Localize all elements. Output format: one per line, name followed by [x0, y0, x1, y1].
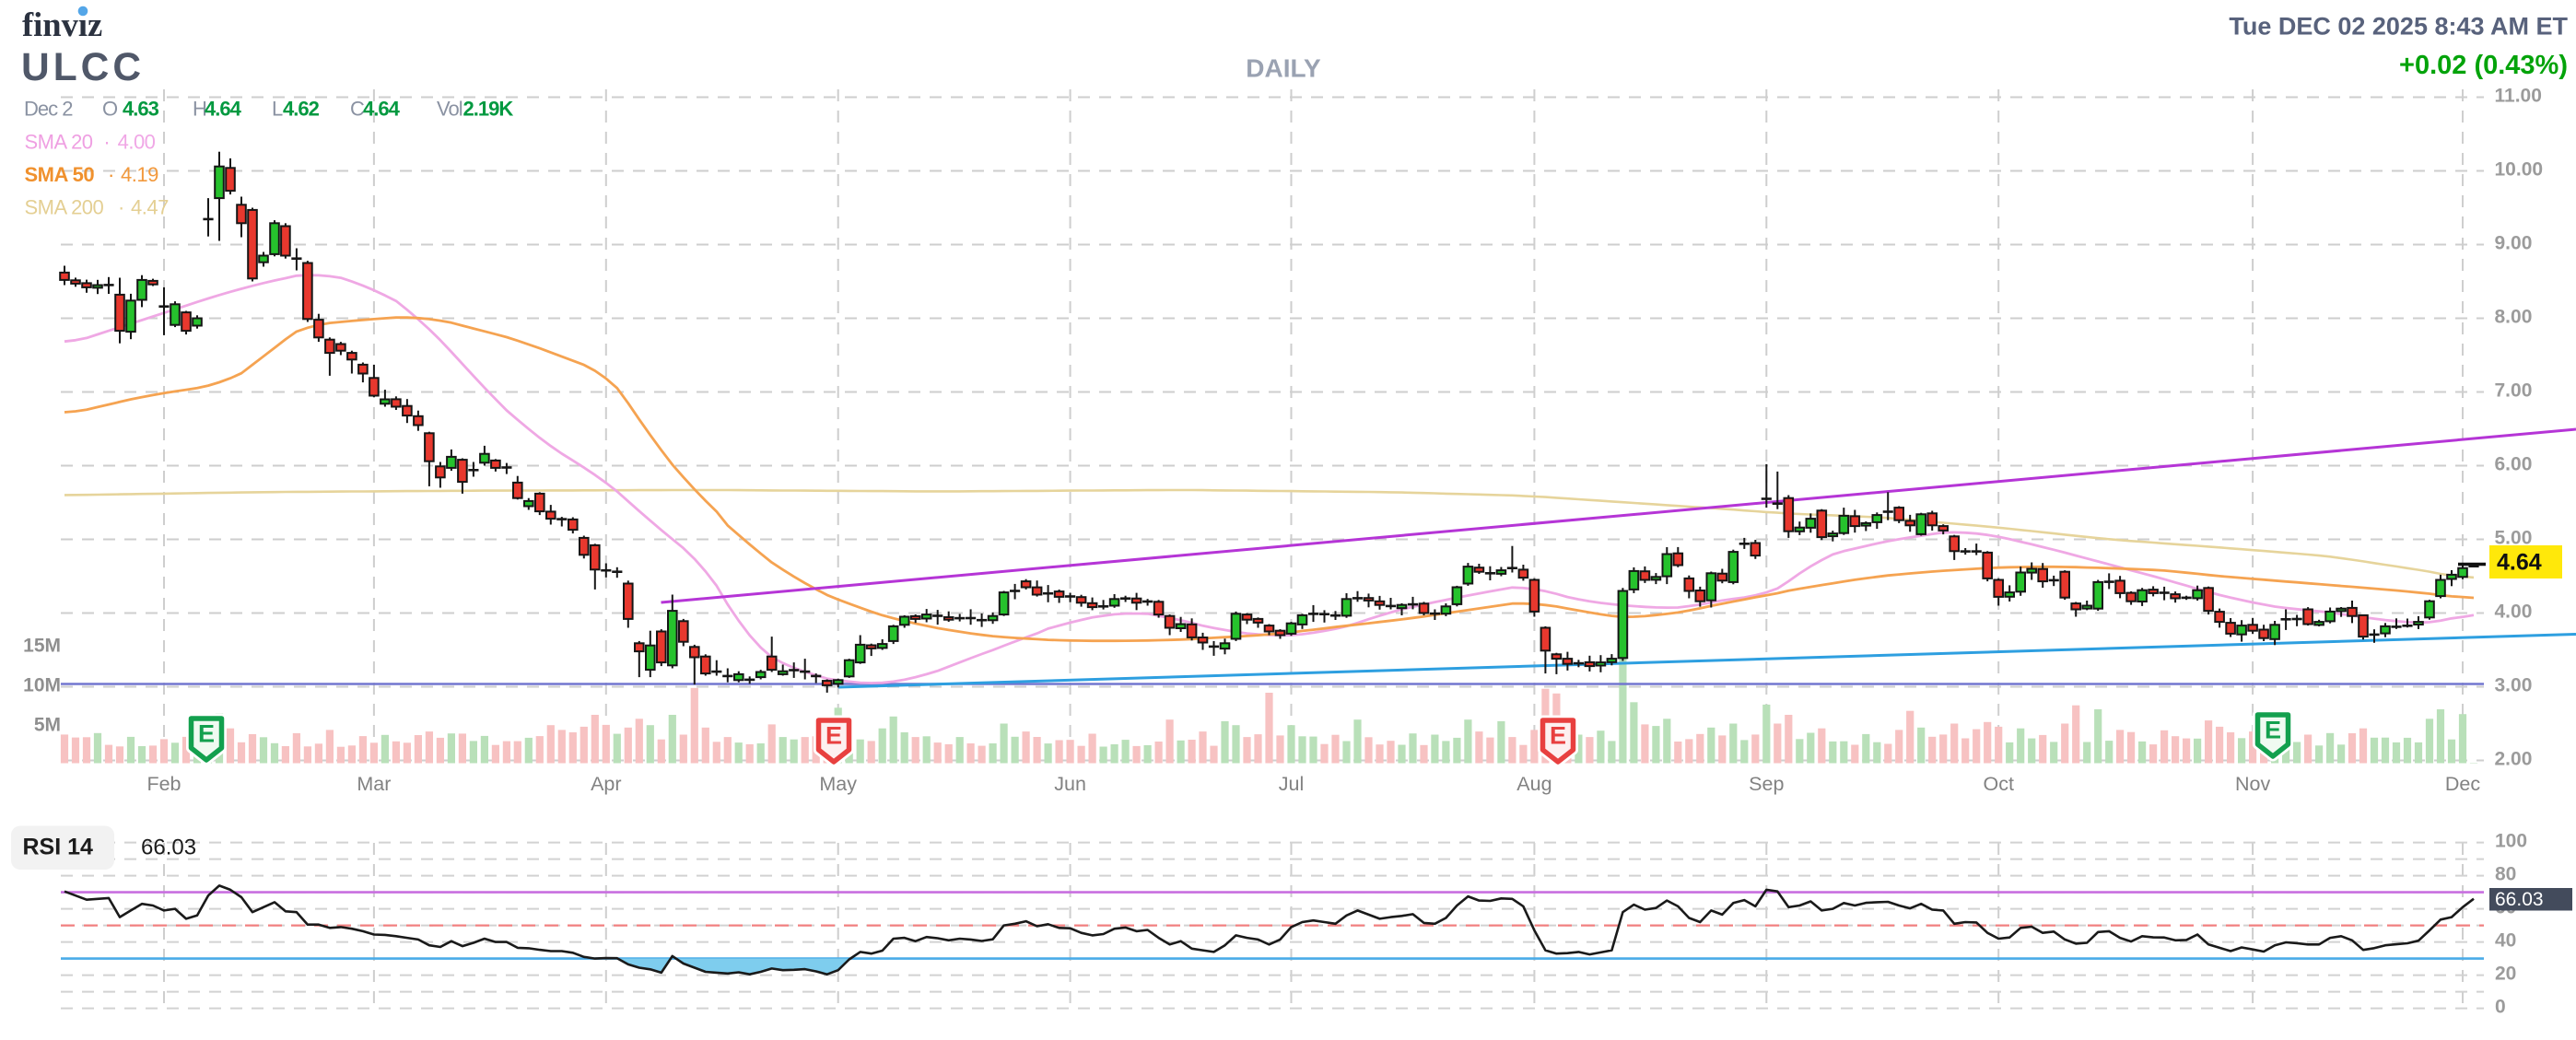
svg-text:4.19: 4.19 [121, 163, 158, 186]
svg-text:ULCC: ULCC [21, 46, 145, 89]
svg-text:40: 40 [2495, 930, 2516, 952]
svg-text:Tue DEC 02 2025 8:43 AM ET: Tue DEC 02 2025 8:43 AM ET [2229, 13, 2568, 41]
svg-text:E: E [1550, 722, 1566, 750]
svg-text:DAILY: DAILY [1246, 54, 1321, 83]
svg-text:+0.02 (0.43%): +0.02 (0.43%) [2399, 51, 2568, 80]
svg-text:E: E [825, 722, 842, 750]
svg-text:4.64: 4.64 [363, 98, 401, 121]
svg-text:4.00: 4.00 [2495, 602, 2533, 623]
svg-text:4.64: 4.64 [205, 98, 242, 121]
svg-text:4.47: 4.47 [131, 196, 169, 219]
svg-text:4.63: 4.63 [123, 98, 159, 121]
svg-text:Aug: Aug [1516, 773, 1551, 795]
svg-text:7.00: 7.00 [2495, 380, 2533, 402]
svg-text:4.64: 4.64 [2497, 550, 2542, 576]
svg-text:L: L [272, 98, 283, 121]
svg-text:Vol: Vol [437, 98, 463, 121]
svg-text:O: O [102, 98, 118, 121]
svg-text:10.00: 10.00 [2495, 159, 2544, 181]
svg-text:11.00: 11.00 [2495, 86, 2542, 107]
svg-text:66.03: 66.03 [2495, 889, 2544, 910]
svg-text:20: 20 [2495, 964, 2516, 985]
svg-text:Apr: Apr [591, 773, 621, 795]
svg-text:finviz: finviz [22, 6, 102, 43]
svg-text:·: · [118, 196, 124, 219]
svg-text:15M: 15M [23, 636, 61, 657]
svg-text:3.00: 3.00 [2495, 675, 2533, 696]
svg-text:8.00: 8.00 [2495, 307, 2533, 328]
svg-text:Jun: Jun [1054, 773, 1086, 795]
svg-text:4.62: 4.62 [283, 98, 320, 121]
svg-text:Nov: Nov [2235, 773, 2270, 795]
svg-text:80: 80 [2495, 864, 2516, 885]
svg-text:5M: 5M [34, 715, 61, 736]
svg-text:6.00: 6.00 [2495, 454, 2533, 475]
svg-text:Oct: Oct [1983, 773, 2013, 795]
svg-text:2.00: 2.00 [2495, 749, 2533, 770]
svg-text:E: E [198, 720, 215, 748]
svg-text:Feb: Feb [146, 773, 181, 795]
svg-text:2.19K: 2.19K [463, 98, 514, 121]
svg-text:Sep: Sep [1749, 773, 1784, 795]
svg-text:·: · [108, 163, 114, 186]
svg-text:SMA 50: SMA 50 [25, 163, 95, 186]
svg-text:0: 0 [2495, 997, 2506, 1018]
svg-text:Mar: Mar [357, 773, 391, 795]
svg-text:10M: 10M [23, 675, 61, 696]
svg-text:Jul: Jul [1279, 773, 1304, 795]
svg-text:Dec 2: Dec 2 [24, 98, 73, 121]
svg-text:100: 100 [2495, 831, 2527, 852]
svg-text:Dec: Dec [2445, 773, 2480, 795]
svg-text:E: E [2265, 717, 2281, 744]
svg-text:RSI 14: RSI 14 [23, 835, 94, 860]
svg-text:66.03: 66.03 [141, 836, 196, 860]
svg-text:May: May [819, 773, 857, 795]
svg-text:·: · [103, 131, 110, 154]
svg-text:SMA 20: SMA 20 [25, 131, 93, 154]
svg-text:4.00: 4.00 [118, 131, 156, 154]
svg-text:SMA 200: SMA 200 [25, 196, 104, 219]
svg-text:9.00: 9.00 [2495, 233, 2533, 254]
